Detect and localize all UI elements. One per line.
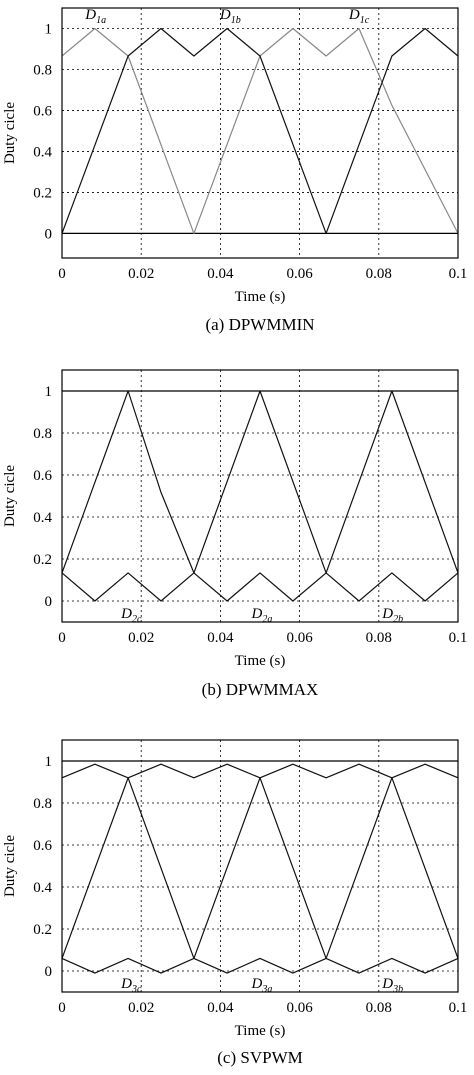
series-line-3 bbox=[61, 777, 459, 960]
chart-panel-3: 0 0.02 0.04 0.06 0.08 0.1 0 0.2 0.4 0.6 0.8 1 Time (… bbox=[2, 739, 468, 1067]
series-label: D2a bbox=[251, 606, 273, 625]
series-label: D2c bbox=[120, 606, 142, 625]
y-tick-label: 1 bbox=[45, 21, 53, 37]
y-tick-label: 0.4 bbox=[33, 880, 52, 896]
x-axis-label: Time (s) bbox=[235, 653, 286, 669]
chart-panel-2: 0 0.02 0.04 0.06 0.08 0.1 0 0.2 0.4 0.6 0.8 1 Time (… bbox=[2, 369, 468, 699]
series-label: D1c bbox=[348, 7, 370, 26]
y-tick-label: 1 bbox=[45, 384, 53, 400]
y-tick-label: 0.6 bbox=[33, 838, 52, 854]
chart-caption: (b) DPWMMAX bbox=[202, 680, 319, 699]
x-tick-label: 0.08 bbox=[366, 266, 392, 282]
series-label: D1a bbox=[84, 7, 106, 26]
plot-frame bbox=[61, 739, 459, 993]
x-tick-label: 0.1 bbox=[449, 1000, 468, 1016]
y-tick-label: 0.4 bbox=[33, 144, 52, 160]
y-tick-label: 0.6 bbox=[33, 103, 52, 119]
x-tick-label: 0.06 bbox=[286, 266, 313, 282]
plot-frame bbox=[61, 369, 459, 623]
chart-panel-1: 0 0.02 0.04 0.06 0.08 0.1 0 0.2 0.4 0.6 0.8 1 Time (… bbox=[2, 7, 467, 334]
x-tick-label: 0.08 bbox=[366, 630, 392, 646]
plot-frame bbox=[61, 7, 459, 259]
y-tick-label: 0.6 bbox=[33, 468, 52, 484]
x-tick-label: 0.1 bbox=[449, 630, 468, 646]
x-tick-label: 0.1 bbox=[449, 266, 468, 282]
y-tick-label: 0.8 bbox=[33, 62, 52, 78]
x-axis-label: Time (s) bbox=[235, 289, 286, 305]
y-tick-label: 0.8 bbox=[33, 426, 52, 442]
series-label: D3c bbox=[120, 976, 142, 995]
x-tick-label: 0.06 bbox=[286, 630, 313, 646]
y-tick-label: 0 bbox=[45, 594, 53, 610]
series-line-1 bbox=[61, 27, 459, 234]
y-tick-label: 0.4 bbox=[33, 510, 52, 526]
chart-caption: (c) SVPWM bbox=[217, 1048, 302, 1067]
x-tick-label: 0.08 bbox=[366, 1000, 392, 1016]
y-tick-label: 1 bbox=[45, 754, 53, 770]
chart-caption: (a) DPWMMIN bbox=[205, 315, 314, 334]
series-label: D1b bbox=[219, 7, 241, 26]
series-line-2 bbox=[61, 390, 459, 602]
x-tick-label: 0.02 bbox=[128, 630, 154, 646]
y-tick-label: 0.2 bbox=[33, 185, 52, 201]
x-tick-label: 0 bbox=[58, 266, 66, 282]
y-axis-label: Duty cicle bbox=[2, 835, 18, 897]
x-tick-label: 0.04 bbox=[207, 630, 234, 646]
series-label: D3b bbox=[381, 976, 403, 995]
series-line-1 bbox=[61, 763, 459, 779]
x-tick-label: 0.02 bbox=[128, 1000, 154, 1016]
x-tick-label: 0.04 bbox=[207, 1000, 234, 1016]
x-tick-label: 0 bbox=[58, 630, 66, 646]
y-axis-label: Duty cicle bbox=[2, 465, 18, 527]
x-tick-label: 0.04 bbox=[207, 266, 234, 282]
series-label: D2b bbox=[381, 606, 403, 625]
x-tick-label: 0.06 bbox=[286, 1000, 313, 1016]
y-axis-label: Duty cicle bbox=[2, 102, 18, 164]
series-label: D3a bbox=[251, 976, 273, 995]
y-tick-label: 0.2 bbox=[33, 922, 52, 938]
x-axis-label: Time (s) bbox=[235, 1023, 286, 1039]
series-line-1 bbox=[61, 390, 459, 602]
y-tick-label: 0 bbox=[45, 964, 53, 980]
series-line-2 bbox=[61, 27, 459, 234]
y-tick-label: 0.8 bbox=[33, 796, 52, 812]
x-tick-label: 0 bbox=[58, 1000, 66, 1016]
y-tick-label: 0.2 bbox=[33, 552, 52, 568]
y-tick-label: 0 bbox=[45, 226, 53, 242]
series-line-2 bbox=[61, 957, 459, 974]
x-tick-label: 0.02 bbox=[128, 266, 154, 282]
